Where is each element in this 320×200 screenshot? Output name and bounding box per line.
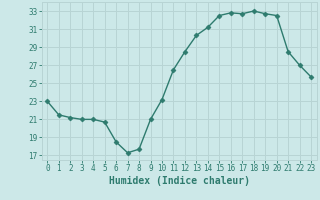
X-axis label: Humidex (Indice chaleur): Humidex (Indice chaleur) (109, 176, 250, 186)
